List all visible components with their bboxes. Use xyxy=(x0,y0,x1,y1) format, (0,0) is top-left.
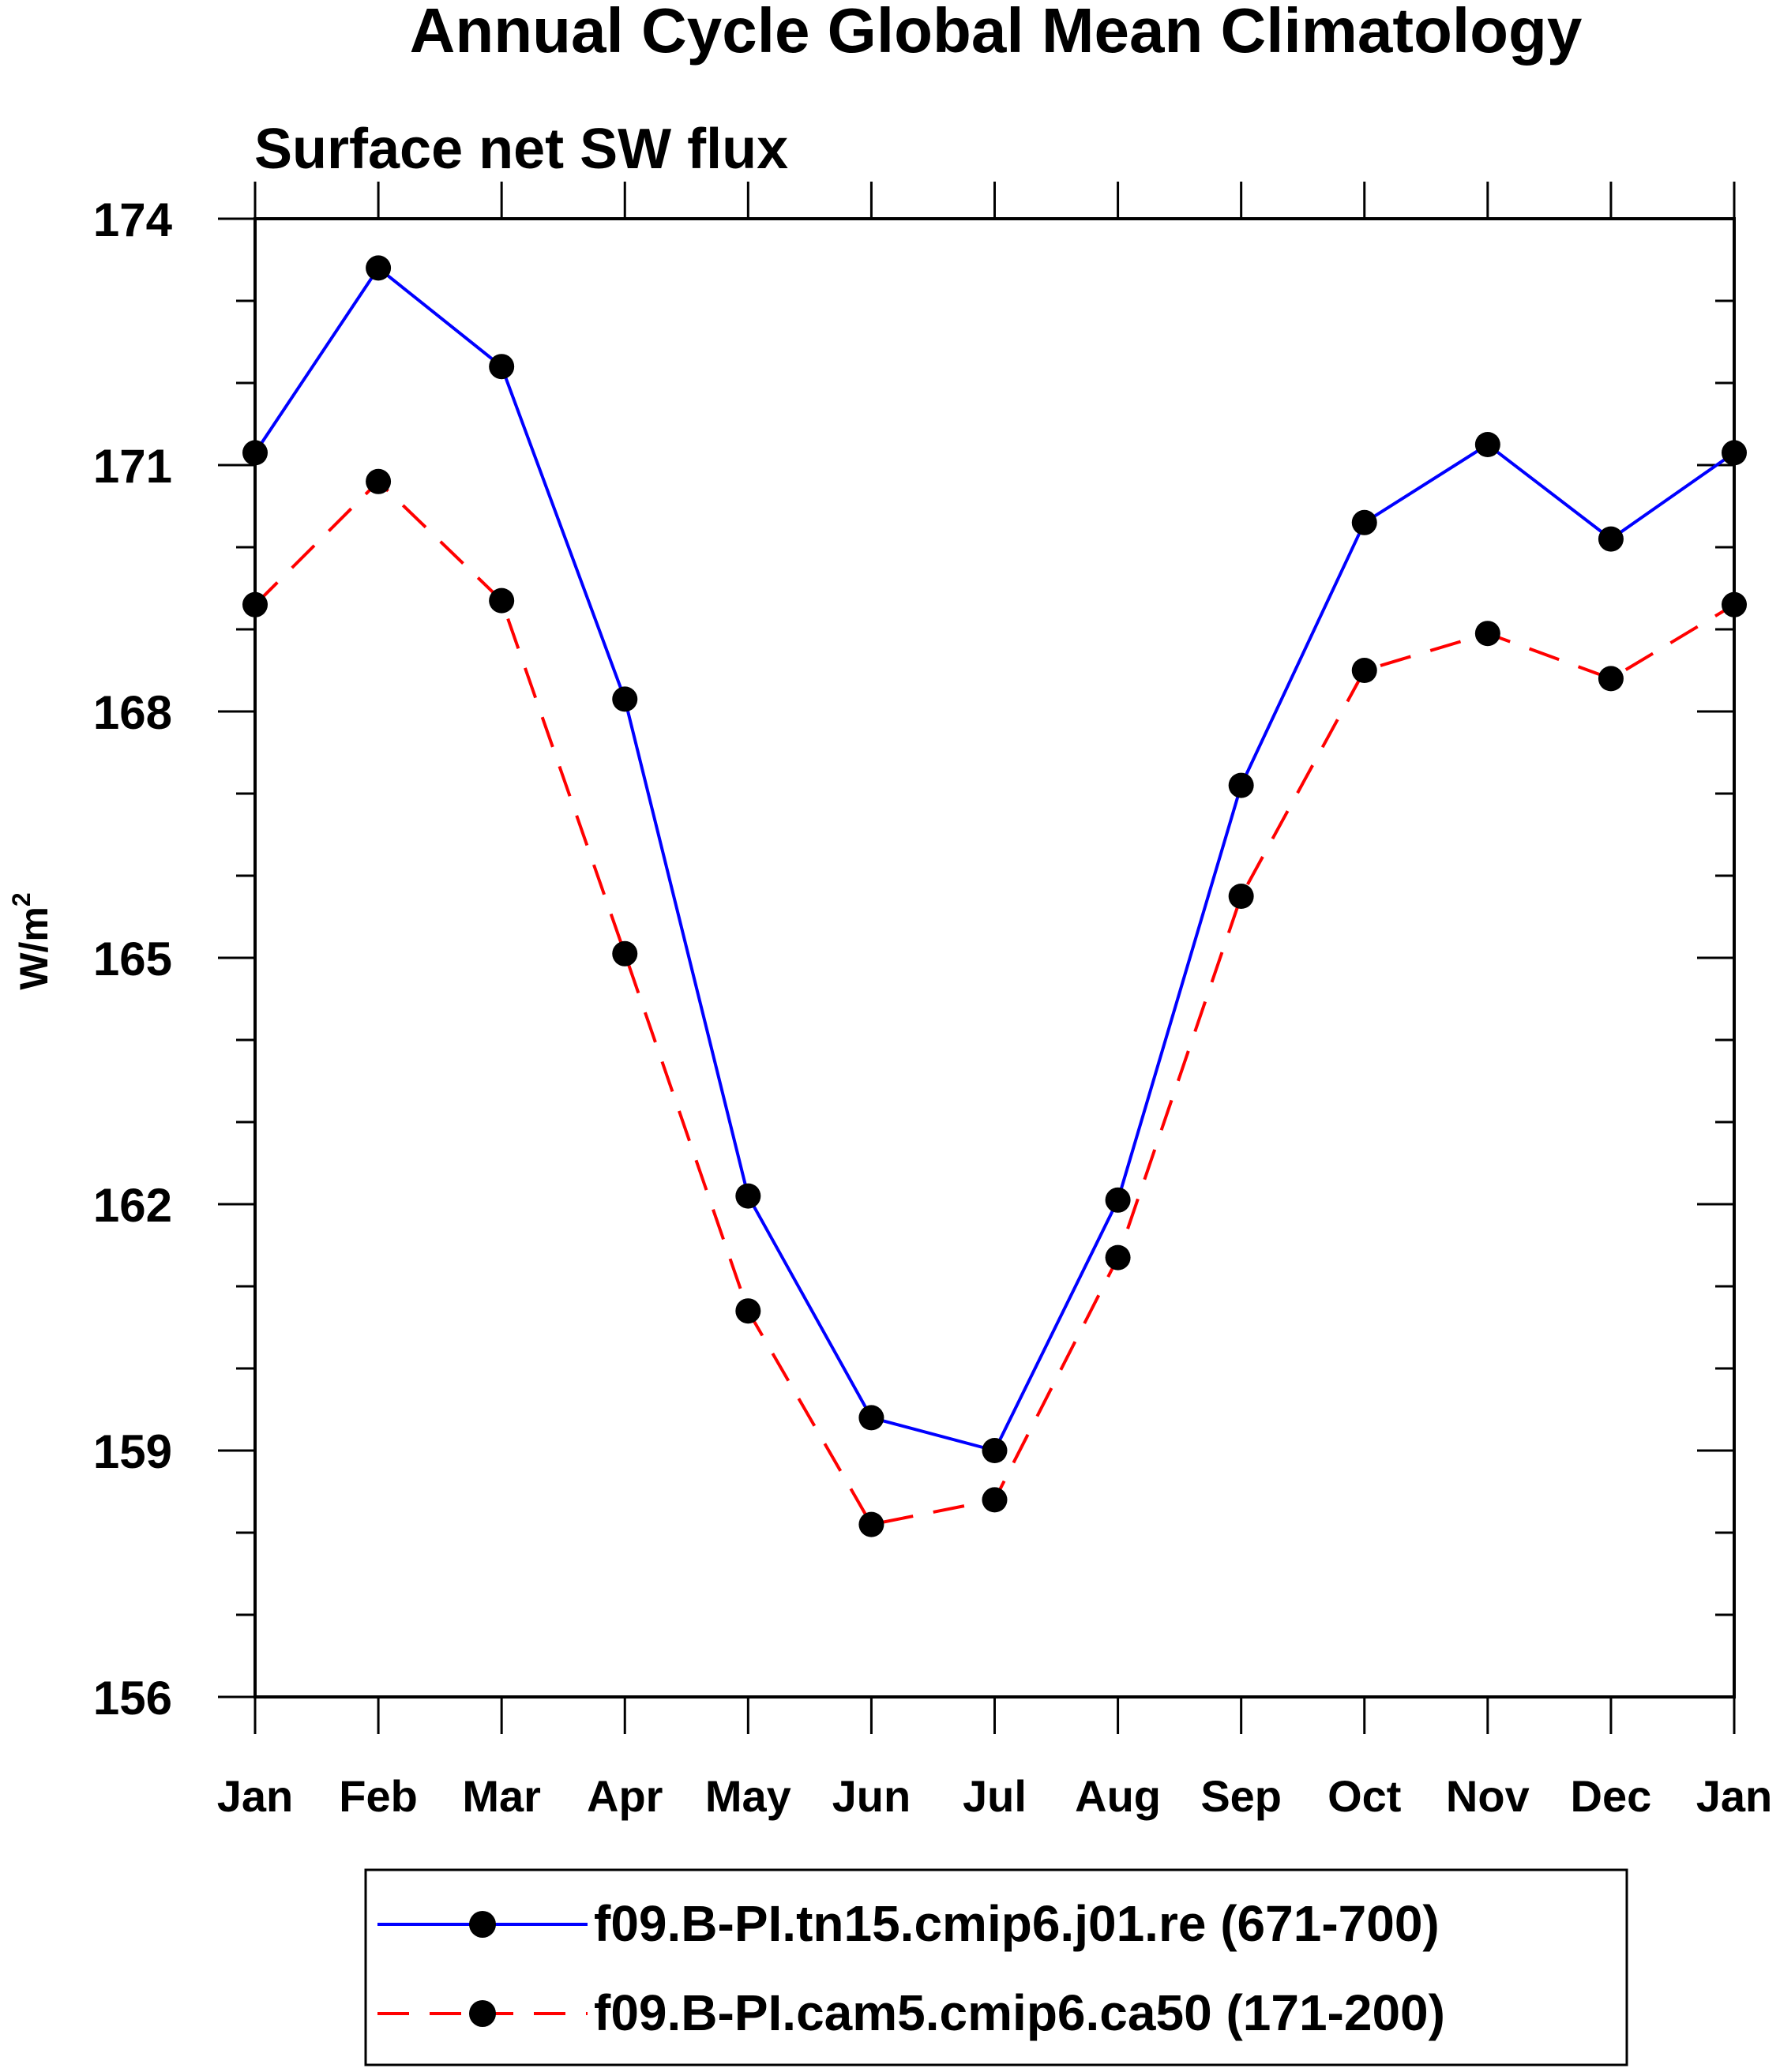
legend: f09.B-PI.tn15.cmip6.j01.re (671-700) f09… xyxy=(364,1868,1628,2066)
series-2-point xyxy=(489,587,515,614)
x-tick-labels: Jan Feb Mar Apr May Jun Jul Aug Sep Oct Nov Dec Jan xyxy=(217,1771,1773,1821)
series-2-point xyxy=(1351,658,1377,683)
series-2-point xyxy=(612,940,638,967)
y-tick-label: 174 xyxy=(93,193,173,246)
legend-swatch-marker-series-2 xyxy=(469,2000,496,2027)
y-axis-label: W/m2 xyxy=(7,892,56,989)
y-axis-label-exponent: 2 xyxy=(7,892,36,906)
x-tick-label: Jan xyxy=(1696,1771,1773,1821)
series-1-point xyxy=(1598,526,1624,552)
x-tick-label: Feb xyxy=(339,1771,418,1821)
plot-frame xyxy=(253,217,1736,1699)
chart-title: Annual Cycle Global Mean Climatology xyxy=(410,0,1583,66)
series-1-point xyxy=(1351,509,1377,535)
y-tick-label: 159 xyxy=(93,1425,172,1478)
x-tick-label: Dec xyxy=(1571,1771,1652,1821)
legend-label-series-2: f09.B-PI.cam5.cmip6.ca50 (171-200) xyxy=(594,1984,1445,2041)
series-2-point xyxy=(1474,621,1500,647)
y-axis-label-unit: W/m xyxy=(12,906,56,990)
series-2-point xyxy=(858,1511,884,1537)
x-tick-label: Mar xyxy=(462,1771,541,1821)
x-tick-label: Aug xyxy=(1075,1771,1161,1821)
series-1-point xyxy=(858,1405,884,1431)
x-tick-label: Apr xyxy=(587,1771,663,1821)
x-tick-label: Jun xyxy=(832,1771,911,1821)
legend-box xyxy=(364,1868,1628,2066)
series-2-point xyxy=(982,1487,1008,1513)
x-tick-label: Sep xyxy=(1200,1771,1282,1821)
y-tick-labels: 156 159 162 165 168 171 174 xyxy=(93,193,173,1725)
x-tick-label: Nov xyxy=(1446,1771,1530,1821)
series-layer xyxy=(242,255,1747,1537)
series-1-point xyxy=(982,1438,1008,1463)
x-tick-label: Jul xyxy=(963,1771,1027,1821)
legend-label-series-1: f09.B-PI.tn15.cmip6.j01.re (671-700) xyxy=(594,1895,1440,1952)
y-tick-label: 156 xyxy=(93,1672,172,1725)
x-tick-label: Jan xyxy=(217,1771,294,1821)
y-tick-label: 162 xyxy=(93,1179,172,1232)
series-2-point xyxy=(1598,666,1624,692)
x-tick-label: Oct xyxy=(1327,1771,1401,1821)
chart-subtitle: Surface net SW flux xyxy=(254,118,788,181)
series-2-point xyxy=(1105,1244,1131,1271)
series-2-point xyxy=(1228,884,1254,909)
x-tick-label: May xyxy=(705,1771,791,1821)
series-2-point xyxy=(366,468,392,494)
series-1-point xyxy=(1228,772,1254,798)
series-1-point xyxy=(612,686,638,712)
series-1-point xyxy=(735,1183,761,1209)
series-line-1 xyxy=(253,266,1736,1452)
series-1-point xyxy=(1474,432,1500,457)
series-1-point xyxy=(1105,1187,1131,1213)
series-1-point xyxy=(489,354,515,380)
y-tick-label: 165 xyxy=(93,933,172,985)
series-line-2 xyxy=(253,479,1736,1526)
series-1-point xyxy=(366,255,392,281)
series-2-point xyxy=(735,1298,761,1324)
legend-swatch-marker-series-1 xyxy=(469,1911,496,1938)
y-tick-label: 168 xyxy=(93,686,172,739)
y-tick-label: 171 xyxy=(93,440,172,493)
axis-ticks xyxy=(218,182,1736,1734)
